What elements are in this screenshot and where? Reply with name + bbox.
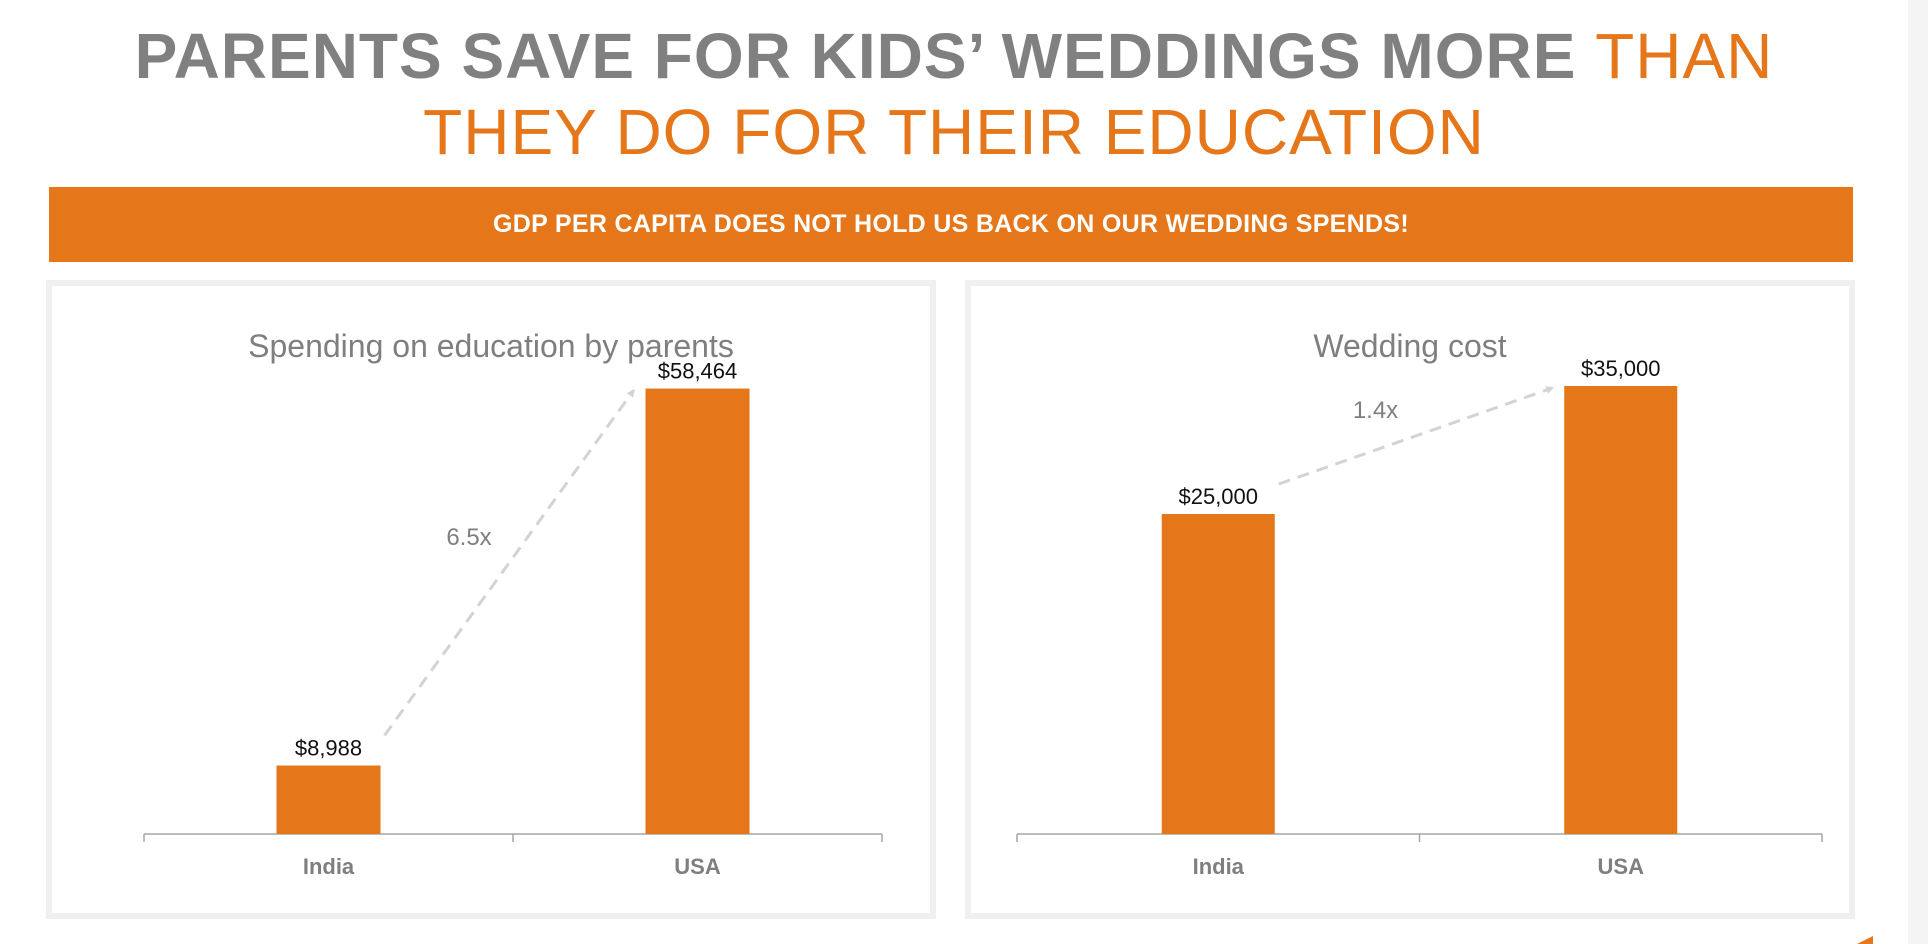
bar-india: [276, 765, 381, 834]
growth-arrow: [1278, 386, 1555, 486]
headline-part-1: PARENTS SAVE FOR KIDS’ WEDDINGS MORE: [134, 20, 1596, 92]
bar-usa: [1564, 386, 1678, 834]
banner: GDP PER CAPITA DOES NOT HOLD US BACK ON …: [49, 187, 1853, 262]
growth-arrow: [383, 388, 635, 737]
chart-svg-wedding: $25,000 India $35,000 USA 1.4x: [1016, 356, 1823, 879]
chart-svg-education: $8,988 India $58,464 USA 6.5x: [143, 359, 883, 879]
category-label: India: [1193, 854, 1245, 879]
chart-panel-wedding: Wedding cost $25,000 India $35,000 USA 1.4x: [965, 280, 1855, 919]
chart-title: Wedding cost: [1313, 328, 1507, 364]
category-label: India: [303, 854, 355, 879]
data-label: $35,000: [1581, 356, 1661, 381]
headline-part-2: THAN: [1595, 20, 1774, 92]
category-label: USA: [1598, 854, 1645, 879]
banner-text: GDP PER CAPITA DOES NOT HOLD US BACK ON …: [493, 210, 1409, 238]
chart-panel-education: Spending on education by parents $8,988 I…: [46, 280, 936, 919]
category-label: USA: [674, 854, 721, 879]
bar-usa: [645, 388, 750, 834]
bar-india: [1161, 514, 1275, 834]
headline-line-1: PARENTS SAVE FOR KIDS’ WEDDINGS MORE THA…: [0, 18, 1908, 94]
data-label: $58,464: [658, 359, 738, 384]
corner-marker: [1857, 936, 1873, 944]
growth-multiplier-label: 6.5x: [446, 524, 491, 551]
headline: PARENTS SAVE FOR KIDS’ WEDDINGS MORE THA…: [0, 18, 1908, 170]
data-label: $25,000: [1178, 484, 1258, 509]
chart-title: Spending on education by parents: [248, 328, 734, 364]
growth-multiplier-label: 1.4x: [1353, 397, 1398, 424]
page-edge-strip: [1908, 0, 1928, 944]
data-label: $8,988: [295, 736, 362, 761]
headline-line-2: THEY DO FOR THEIR EDUCATION: [423, 96, 1485, 168]
